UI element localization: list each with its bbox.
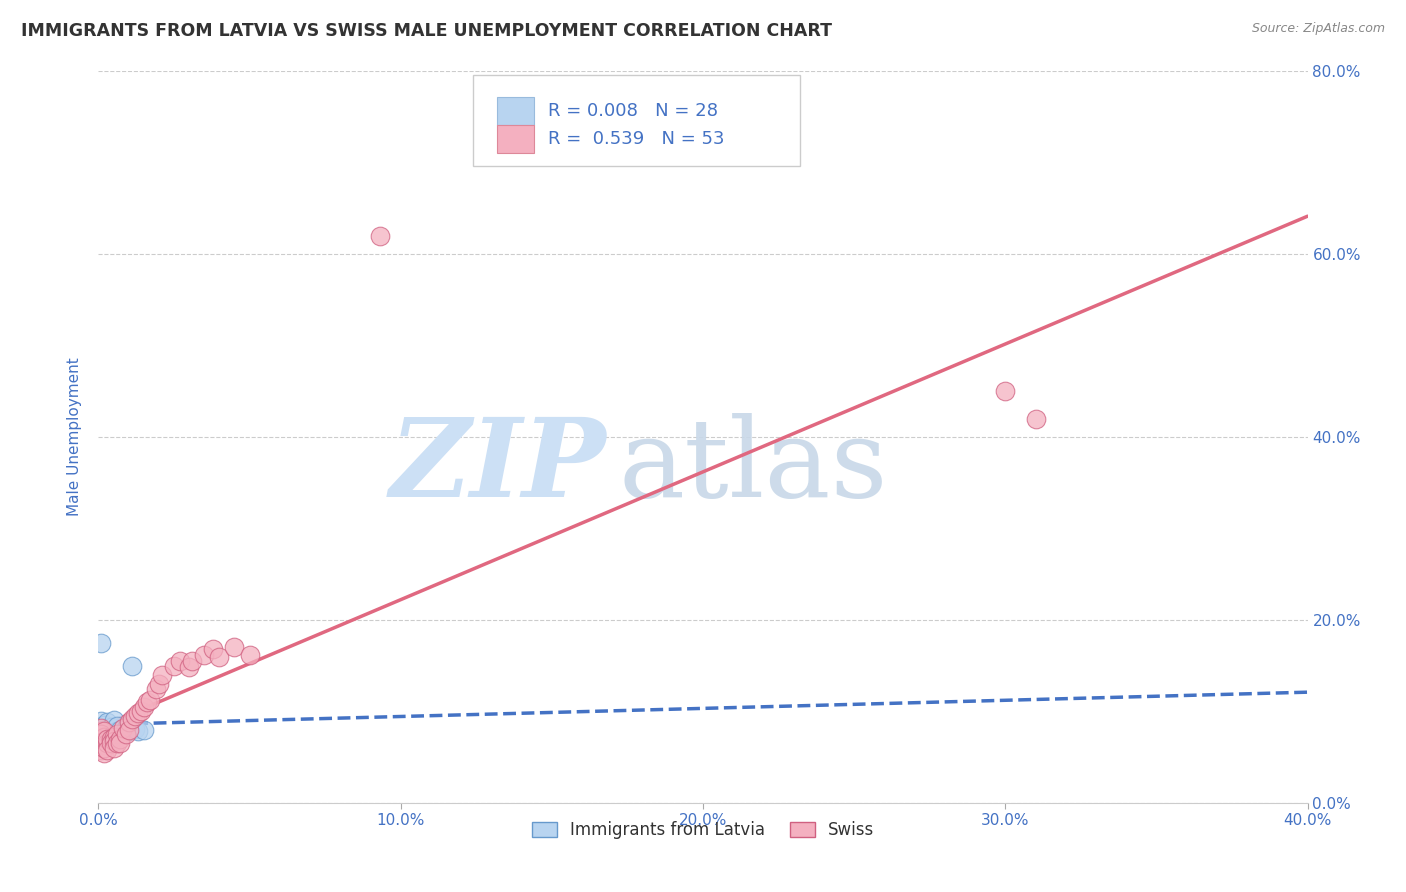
Point bbox=[96, 743, 118, 757]
Point bbox=[90, 714, 112, 728]
Point bbox=[93, 730, 115, 744]
Point bbox=[90, 727, 112, 741]
Point bbox=[96, 715, 118, 730]
Point bbox=[90, 727, 112, 741]
Point bbox=[90, 730, 112, 744]
Point bbox=[135, 695, 157, 709]
Point bbox=[994, 384, 1017, 399]
Point bbox=[96, 726, 118, 740]
Point bbox=[100, 736, 122, 750]
Point bbox=[108, 731, 131, 746]
Text: R = 0.008   N = 28: R = 0.008 N = 28 bbox=[548, 102, 718, 120]
Point bbox=[93, 718, 115, 732]
Point bbox=[114, 727, 136, 741]
Point bbox=[121, 658, 143, 673]
Point bbox=[124, 722, 146, 736]
Point bbox=[108, 736, 131, 750]
Point bbox=[93, 740, 115, 755]
Point bbox=[96, 736, 118, 750]
Text: R =  0.539   N = 53: R = 0.539 N = 53 bbox=[548, 130, 724, 148]
Point bbox=[103, 725, 125, 739]
Point bbox=[132, 723, 155, 737]
Point bbox=[100, 731, 122, 746]
FancyBboxPatch shape bbox=[474, 75, 800, 167]
Point bbox=[93, 723, 115, 738]
Point bbox=[124, 709, 146, 723]
Point bbox=[368, 229, 391, 244]
Point bbox=[90, 721, 112, 735]
Point bbox=[105, 724, 128, 739]
Point bbox=[100, 720, 122, 734]
Point bbox=[90, 733, 112, 747]
Point bbox=[96, 721, 118, 735]
Point bbox=[118, 718, 141, 732]
Point bbox=[90, 721, 112, 735]
Point bbox=[145, 681, 167, 696]
Text: atlas: atlas bbox=[619, 413, 889, 520]
Bar bbox=[498, 96, 534, 125]
Point bbox=[103, 733, 125, 747]
Point bbox=[93, 727, 115, 741]
Point bbox=[93, 733, 115, 747]
Point bbox=[90, 724, 112, 739]
Point bbox=[108, 723, 131, 737]
Point bbox=[169, 654, 191, 668]
Point bbox=[118, 723, 141, 738]
Point bbox=[127, 706, 149, 721]
Point bbox=[90, 733, 112, 747]
Point bbox=[103, 740, 125, 755]
Point bbox=[132, 699, 155, 714]
Text: ZIP: ZIP bbox=[389, 413, 606, 520]
Text: Source: ZipAtlas.com: Source: ZipAtlas.com bbox=[1251, 22, 1385, 36]
Point bbox=[93, 746, 115, 760]
Point bbox=[1024, 412, 1046, 426]
Bar bbox=[498, 126, 534, 153]
Point bbox=[181, 654, 204, 668]
Legend: Immigrants from Latvia, Swiss: Immigrants from Latvia, Swiss bbox=[524, 814, 882, 846]
Point bbox=[93, 724, 115, 739]
Point bbox=[118, 715, 141, 730]
Point bbox=[111, 721, 134, 735]
Point bbox=[90, 736, 112, 750]
Point bbox=[127, 724, 149, 739]
Point bbox=[139, 693, 162, 707]
Point bbox=[90, 636, 112, 650]
Point bbox=[103, 713, 125, 727]
Point bbox=[163, 658, 186, 673]
Point bbox=[90, 740, 112, 755]
Point bbox=[100, 723, 122, 738]
Point bbox=[148, 677, 170, 691]
Point bbox=[103, 730, 125, 744]
Point bbox=[105, 736, 128, 750]
Point bbox=[105, 727, 128, 741]
Point bbox=[224, 640, 246, 655]
Point bbox=[118, 723, 141, 737]
Point bbox=[90, 730, 112, 744]
Point bbox=[208, 649, 231, 664]
Point bbox=[121, 712, 143, 726]
Y-axis label: Male Unemployment: Male Unemployment bbox=[67, 358, 83, 516]
Point bbox=[150, 667, 173, 681]
Point bbox=[193, 648, 215, 662]
Point bbox=[90, 743, 112, 757]
Point bbox=[90, 731, 112, 746]
Point bbox=[129, 705, 152, 719]
Point bbox=[202, 642, 225, 657]
Point bbox=[239, 648, 262, 662]
Point bbox=[96, 731, 118, 746]
Point bbox=[111, 727, 134, 741]
Text: IMMIGRANTS FROM LATVIA VS SWISS MALE UNEMPLOYMENT CORRELATION CHART: IMMIGRANTS FROM LATVIA VS SWISS MALE UNE… bbox=[21, 22, 832, 40]
Point bbox=[179, 660, 201, 674]
Point bbox=[105, 719, 128, 733]
Point bbox=[93, 723, 115, 737]
Point bbox=[114, 721, 136, 735]
Point bbox=[93, 738, 115, 752]
